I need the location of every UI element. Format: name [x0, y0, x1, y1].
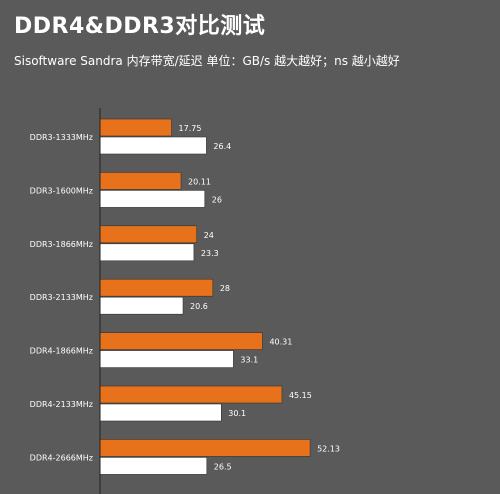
data-label: 26.5 [214, 462, 232, 471]
data-label: 20.11 [188, 177, 211, 186]
bar-series-b [99, 350, 234, 368]
data-label: 30.1 [228, 409, 246, 418]
bar-series-b [99, 403, 222, 422]
data-label: 26 [212, 195, 222, 204]
data-label: 23.3 [201, 249, 219, 258]
category-label: DDR4-2133MHz [30, 400, 93, 409]
category-label: DDR3-2133MHz [30, 293, 93, 302]
data-label: 24 [204, 231, 214, 240]
data-label: 20.6 [190, 302, 208, 311]
bar-series-a [99, 172, 182, 190]
bar-series-b [99, 190, 206, 208]
category-label: DDR4-2666MHz [30, 453, 93, 462]
bar-series-b [99, 457, 208, 475]
category-label: DDR4-1866MHz [30, 347, 93, 356]
data-label: 52.13 [317, 444, 340, 453]
bar-series-a [99, 118, 172, 137]
chart-subtitle: Sisoftware Sandra 内存带宽/延迟 单位：GB/s 越大越好；n… [14, 54, 400, 68]
chart-title: DDR4&DDR3对比测试 [14, 14, 266, 39]
bar-series-a [99, 332, 263, 350]
category-label: DDR3-1333MHz [30, 133, 93, 142]
bar-series-a [99, 385, 283, 404]
data-label: 40.31 [269, 338, 292, 347]
category-label: DDR3-1866MHz [30, 240, 93, 249]
data-label: 33.1 [240, 356, 258, 365]
bar-series-b [99, 243, 195, 262]
bar-series-b [99, 136, 207, 155]
bar-series-a [99, 278, 214, 297]
data-label: 26.4 [213, 142, 231, 151]
bar-series-b [99, 296, 184, 315]
data-label: 45.15 [289, 391, 312, 400]
data-label: 17.75 [179, 124, 202, 133]
bar-series-a [99, 439, 311, 457]
bar-series-a [99, 225, 198, 244]
category-label: DDR3-1600MHz [30, 186, 93, 195]
data-label: 28 [220, 284, 230, 293]
